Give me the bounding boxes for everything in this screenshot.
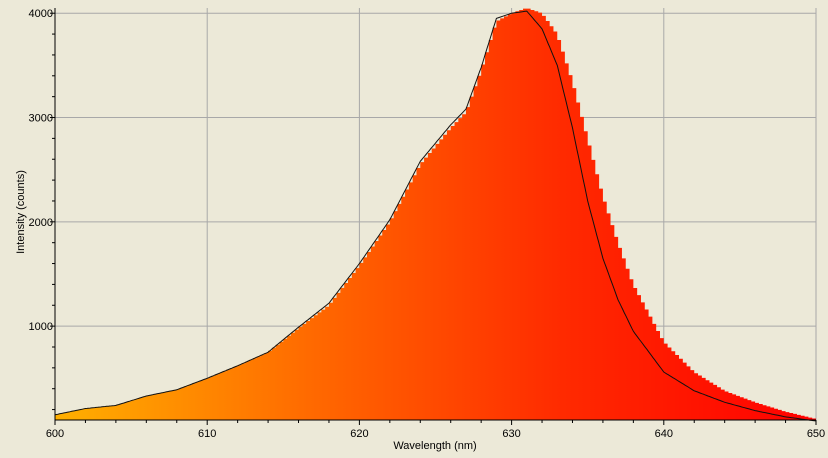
x-tick-label: 650 <box>807 428 825 440</box>
x-tick-label: 630 <box>502 428 520 440</box>
axis-layer: 600 610 620 630 640 650 1000 2000 3000 4000 <box>29 8 825 440</box>
fit-line <box>54 10 817 422</box>
spectrum-area <box>55 8 816 421</box>
grid-layer <box>54 8 817 420</box>
x-tick-label: 600 <box>46 428 64 440</box>
x-tick-label: 640 <box>655 428 673 440</box>
y-tick-label: 1000 <box>29 321 53 333</box>
y-tick-label: 2000 <box>29 217 53 229</box>
x-tick-label: 610 <box>198 428 216 440</box>
line-layer <box>54 10 817 422</box>
y-tick-label: 3000 <box>29 113 53 125</box>
x-axis-label: Wavelength (nm) <box>393 440 476 452</box>
y-axis-label: Intensity (counts) <box>15 170 27 254</box>
area-layer <box>55 8 816 421</box>
x-tick-label: 620 <box>350 428 368 440</box>
y-tick-label: 4000 <box>29 8 53 20</box>
